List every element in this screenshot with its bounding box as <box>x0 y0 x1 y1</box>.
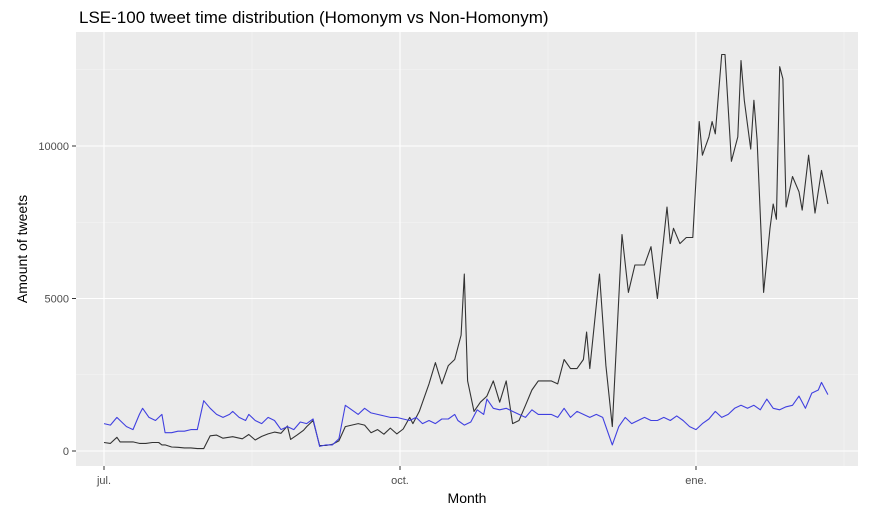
series-line-0 <box>103 53 829 450</box>
y-tick-label-0: 0 <box>63 446 69 458</box>
y-tick-label-1: 5000 <box>45 294 69 306</box>
series-layer <box>103 53 829 450</box>
ticks-layer: jul. oct. ene. 0 5000 10000 <box>38 141 706 487</box>
series-line-1 <box>103 381 829 447</box>
grid-minor <box>76 32 858 466</box>
x-tick-label-0: jul. <box>96 475 111 487</box>
x-tick-label-1: oct. <box>391 475 409 487</box>
chart-title: LSE-100 tweet time distribution (Homonym… <box>79 8 549 27</box>
y-axis-title: Amount of tweets <box>14 195 30 303</box>
x-tick-label-2: ene. <box>685 475 706 487</box>
x-axis-title: Month <box>448 490 487 506</box>
grid-major <box>76 32 858 466</box>
plot-panel <box>76 32 858 466</box>
y-tick-label-2: 10000 <box>38 141 69 153</box>
